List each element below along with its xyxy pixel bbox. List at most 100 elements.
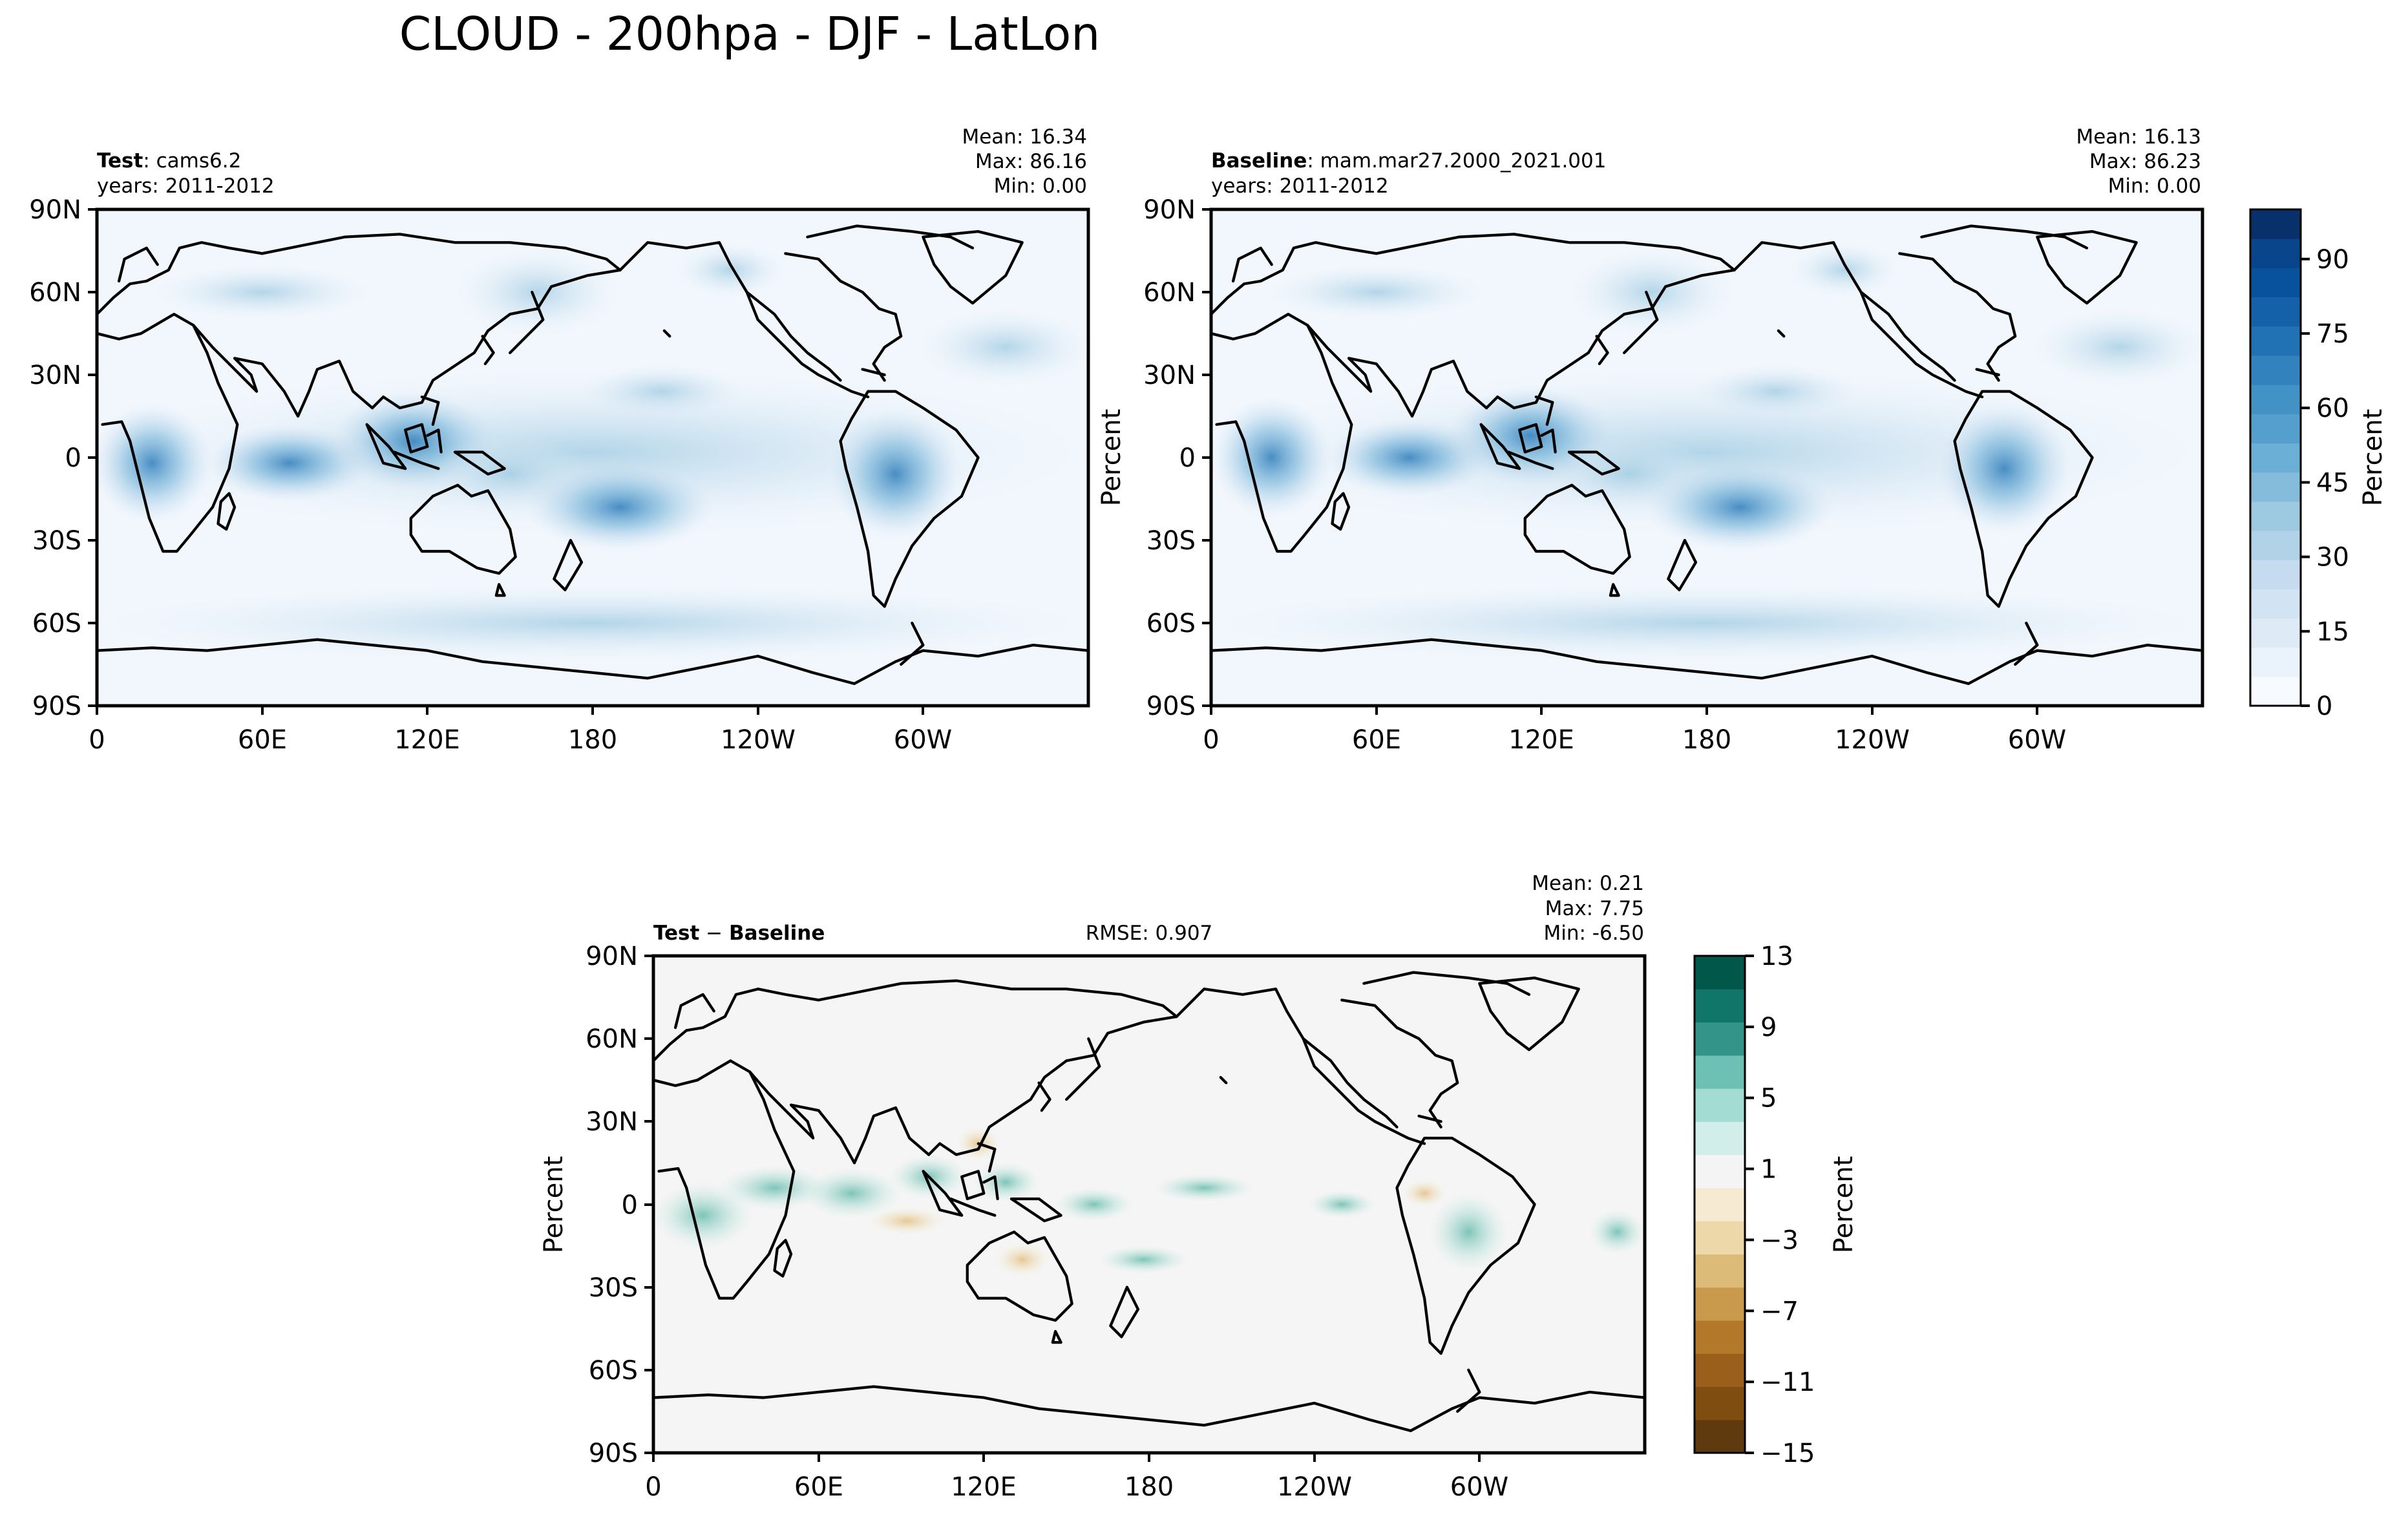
colorbar-main-band	[2250, 647, 2301, 677]
test-years: years: 2011-2012	[97, 174, 275, 198]
colorbar-diff-tick-label: −11	[1760, 1368, 1815, 1397]
diff-ytick: 90S	[589, 1439, 638, 1468]
test-stat-max: Max: 86.16	[975, 150, 1087, 173]
test-xaxis: 0 60E 120E 180 120W 60W	[89, 706, 952, 755]
panel-test: Test: cams6.2 years: 2011-2012 Mean: 16.…	[29, 125, 1090, 755]
colorbar-diff-tick-label: 1	[1760, 1155, 1777, 1185]
colorbar-diff-band	[1695, 1055, 1745, 1089]
colorbar-diff-frame	[1693, 955, 1746, 1454]
diff-xtick: 60E	[794, 1472, 843, 1502]
diff-xtick: 60W	[1450, 1472, 1508, 1502]
baseline-xtick: 180	[1682, 725, 1731, 755]
colorbar-main-band	[2250, 443, 2301, 473]
diff-ytick: 60N	[586, 1024, 638, 1054]
test-ytick: 90N	[29, 195, 81, 225]
colorbar-main-band	[2250, 501, 2301, 531]
colorbar-diff-band	[1695, 1088, 1745, 1122]
test-map	[97, 209, 1088, 706]
colorbar-diff-tick-label: 13	[1760, 942, 1793, 971]
test-label: Test: cams6.2	[97, 149, 241, 173]
baseline-label: Baseline: mam.mar27.2000_2021.001	[1211, 149, 1606, 173]
colorbar-main-band	[2250, 530, 2301, 560]
baseline-cloud-field	[1211, 242, 2202, 662]
colorbar-main-band	[2250, 238, 2301, 268]
baseline-xtick: 120W	[1835, 725, 1910, 755]
test-xtick: 180	[568, 725, 617, 755]
diff-yaxis: 90N 60N 30N 0 30S 60S 90S	[586, 942, 653, 1468]
baseline-ytick: 30N	[1143, 361, 1196, 390]
test-ytick: 60S	[32, 609, 81, 639]
colorbar-diff-tick-label: −15	[1760, 1439, 1815, 1468]
colorbar-main-band	[2250, 676, 2301, 706]
baseline-xtick: 120E	[1508, 725, 1574, 755]
diff-stat-max: Max: 7.75	[1545, 897, 1644, 920]
test-xtick: 120W	[721, 725, 796, 755]
colorbar-diff-tick-label: 9	[1760, 1013, 1777, 1042]
colorbar-main-tick-label: 90	[2316, 245, 2349, 275]
panel-diff: Test − Baseline RMSE: 0.907 Mean: 0.21 M…	[539, 872, 1647, 1502]
baseline-stat-max: Max: 86.23	[2089, 150, 2201, 173]
test-ytick: 30S	[32, 526, 81, 556]
colorbar-diff-band	[1695, 1386, 1745, 1421]
colorbar-main: 0 15 30 45 60 75 90 Percent	[2249, 208, 2388, 721]
colorbar-main-frame	[2249, 208, 2302, 707]
test-ytick: 30N	[29, 361, 81, 390]
colorbar-main-tick-label: 15	[2316, 617, 2349, 647]
colorbar-main-band	[2250, 355, 2301, 385]
diff-rmse: RMSE: 0.907	[1086, 922, 1213, 945]
test-ytick: 60N	[29, 278, 81, 308]
baseline-ytick: 90S	[1146, 692, 1196, 721]
baseline-stat-mean: Mean: 16.13	[2076, 125, 2201, 149]
baseline-stat-min: Min: 0.00	[2108, 174, 2201, 198]
baseline-years: years: 2011-2012	[1211, 174, 1389, 198]
colorbar-diff-band	[1695, 1154, 1745, 1189]
diff-ytick: 90N	[586, 942, 638, 971]
diff-xtick: 0	[645, 1472, 661, 1502]
colorbar-main-band	[2250, 268, 2301, 298]
diff-ytick: 60S	[589, 1356, 638, 1386]
diff-ytick: 30N	[586, 1107, 638, 1137]
baseline-ytick: 30S	[1146, 526, 1196, 556]
colorbar-main-band	[2250, 414, 2301, 444]
colorbar-main-tick-label: 30	[2316, 543, 2349, 573]
colorbar-diff-band	[1695, 1353, 1745, 1388]
colorbar-main-tick-label: 60	[2316, 394, 2349, 423]
test-yaxis: 90N 60N 30N 0 30S 60S 90S	[29, 195, 97, 721]
baseline-ytick: 0	[1179, 443, 1196, 473]
baseline-ytick: 90N	[1143, 195, 1196, 225]
baseline-xtick: 0	[1203, 725, 1219, 755]
baseline-ytick: 60N	[1143, 278, 1196, 308]
test-stat-min: Min: 0.00	[994, 174, 1087, 198]
baseline-ylabel: Percent	[1097, 409, 1126, 507]
colorbar-diff-tick-label: −7	[1760, 1296, 1799, 1326]
diff-xtick: 120W	[1277, 1472, 1352, 1502]
diff-ytick: 30S	[589, 1273, 638, 1303]
colorbar-main-band	[2250, 385, 2301, 414]
diff-ylabel: Percent	[539, 1156, 569, 1254]
colorbar-diff-label: Percent	[1829, 1156, 1859, 1254]
colorbar-diff-band	[1695, 1419, 1745, 1453]
baseline-ytick: 60S	[1146, 609, 1196, 639]
test-stat-mean: Mean: 16.34	[962, 125, 1087, 149]
baseline-map	[1211, 209, 2202, 706]
test-ytick: 0	[65, 443, 81, 473]
panel-baseline: Baseline: mam.mar27.2000_2021.001 years:…	[1097, 125, 2204, 755]
colorbar-diff-band	[1695, 956, 1745, 989]
colorbar-main-band	[2250, 472, 2301, 502]
baseline-yaxis: 90N 60N 30N 0 30S 60S 90S	[1143, 195, 1211, 721]
colorbar-diff-tick-label: −3	[1760, 1225, 1799, 1255]
colorbar-diff-band	[1695, 1221, 1745, 1254]
colorbar-diff-band	[1695, 1187, 1745, 1221]
colorbar-main-tick-label: 45	[2316, 468, 2349, 498]
baseline-xtick: 60W	[2008, 725, 2066, 755]
colorbar-main-label: Percent	[2358, 409, 2388, 507]
colorbar-diff-band	[1695, 989, 1745, 1023]
diff-stat-mean: Mean: 0.21	[1532, 872, 1644, 895]
test-xtick: 120E	[394, 725, 460, 755]
figure-title: CLOUD - 200hpa - DJF - LatLon	[399, 7, 1101, 61]
diff-stat-min: Min: -6.50	[1543, 922, 1644, 945]
diff-xtick: 180	[1125, 1472, 1174, 1502]
colorbar-main-band	[2250, 297, 2301, 327]
colorbar-diff-band	[1695, 1254, 1745, 1288]
